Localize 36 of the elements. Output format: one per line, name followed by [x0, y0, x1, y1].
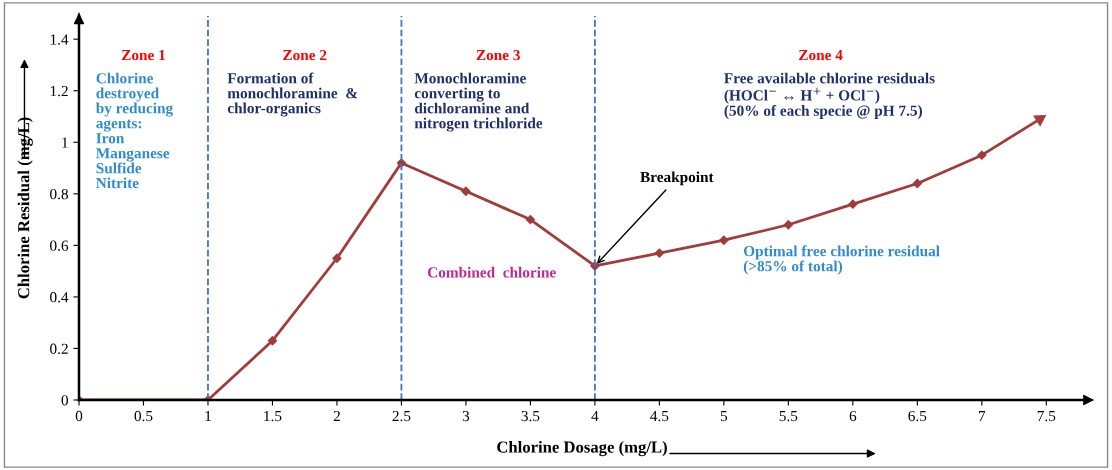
text: Free available chlorine residuals (HOCl$^{−}$ ↔ H$^{+}$ + OCl$^{−}$) (50% of each specie @ pH 7.5) [724, 72, 935, 119]
y-tick-label: 1 [62, 137, 68, 148]
x-tick-label: 4 [591, 410, 599, 422]
x-tick-label: 6.5 [908, 410, 927, 422]
x-tick-label: 0 [75, 410, 83, 422]
x-tick-label: 1.5 [264, 410, 282, 422]
x-tick-label: 3.5 [521, 410, 540, 422]
annotation: Formation of monochloramine & chlor-organics [227, 72, 358, 117]
y-tick-label: 0.4 [50, 292, 69, 303]
y-tick-label: 0 [61, 395, 68, 406]
x-axis-title: Chlorine Dosage (mg/L) [497, 440, 667, 457]
annotation: Zone 2 [283, 49, 327, 61]
annotation: Optimal free chlorine residual (>85% of total) [743, 245, 940, 275]
annotation: Zone 3 [476, 49, 520, 61]
x-tick-label: 4.5 [650, 410, 669, 422]
y-tick-label: 0.6 [50, 240, 69, 251]
x-tick-label: 6 [849, 410, 857, 422]
annotation: Zone 4 [799, 50, 843, 61]
annotation: Zone 1 [121, 50, 165, 61]
y-tick-label: 1.4 [50, 34, 69, 45]
x-tick-label: 7 [979, 411, 986, 422]
x-tick-label: 2.5 [392, 410, 411, 422]
x-tick-label: 1 [205, 410, 211, 422]
x-tick-label: 0.5 [134, 410, 153, 422]
annotation: Combined chlorine [427, 266, 556, 278]
y-tick-label: 1.2 [50, 85, 68, 97]
x-tick-label: 7.5 [1037, 411, 1056, 422]
x-tick-label: 3 [462, 410, 470, 422]
x-tick-label: 5 [720, 411, 728, 422]
x-tick-label: 5.5 [779, 411, 798, 422]
annotation: Monochloramine converting to dichloramine and nitrogen trichloride [414, 72, 543, 132]
annotation: Breakpoint [640, 171, 714, 186]
annotation: Chlorine destroyed by reducing agents: Iron Manganese Sulfide Nitrite [95, 72, 174, 189]
y-tick-label: 0.2 [50, 343, 68, 354]
y-tick-label: 0.8 [50, 188, 68, 200]
x-tick-label: 2 [333, 410, 340, 422]
